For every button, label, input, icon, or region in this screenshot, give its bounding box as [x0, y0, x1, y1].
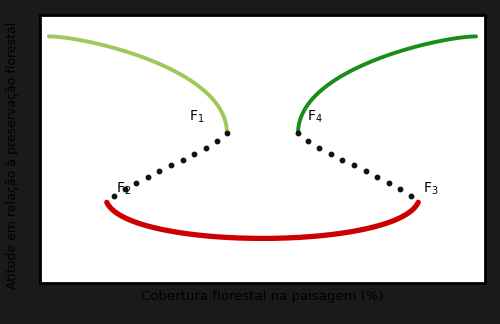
Text: F$_3$: F$_3$: [422, 180, 438, 197]
Text: F$_2$: F$_2$: [116, 180, 131, 197]
Text: F$_4$: F$_4$: [307, 108, 322, 125]
Text: Atitude em relação à preservação florestal: Atitude em relação à preservação florest…: [6, 22, 19, 289]
Text: F$_1$: F$_1$: [190, 108, 204, 125]
X-axis label: Cobertura florestal na paisagem (%): Cobertura florestal na paisagem (%): [141, 290, 384, 303]
